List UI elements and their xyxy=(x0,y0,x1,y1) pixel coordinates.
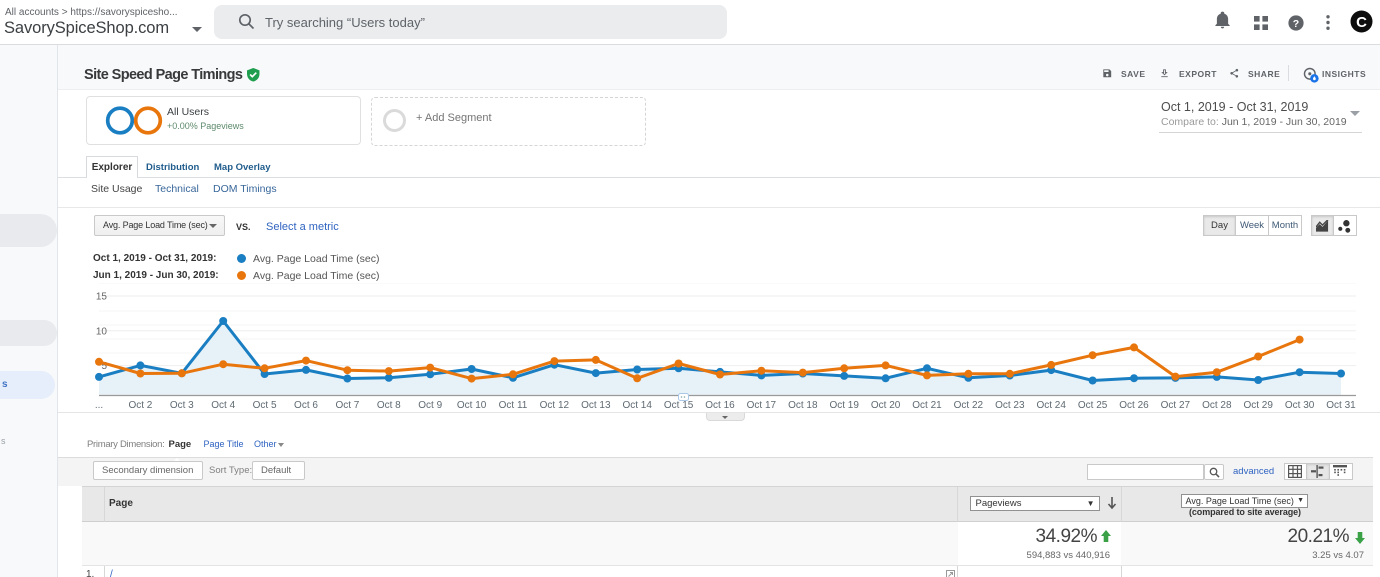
svg-text:10: 10 xyxy=(96,326,108,337)
svg-text:15: 15 xyxy=(96,292,108,303)
svg-text:?: ? xyxy=(1293,18,1299,30)
svg-text:5: 5 xyxy=(101,361,107,372)
svg-text:C: C xyxy=(1356,14,1367,31)
